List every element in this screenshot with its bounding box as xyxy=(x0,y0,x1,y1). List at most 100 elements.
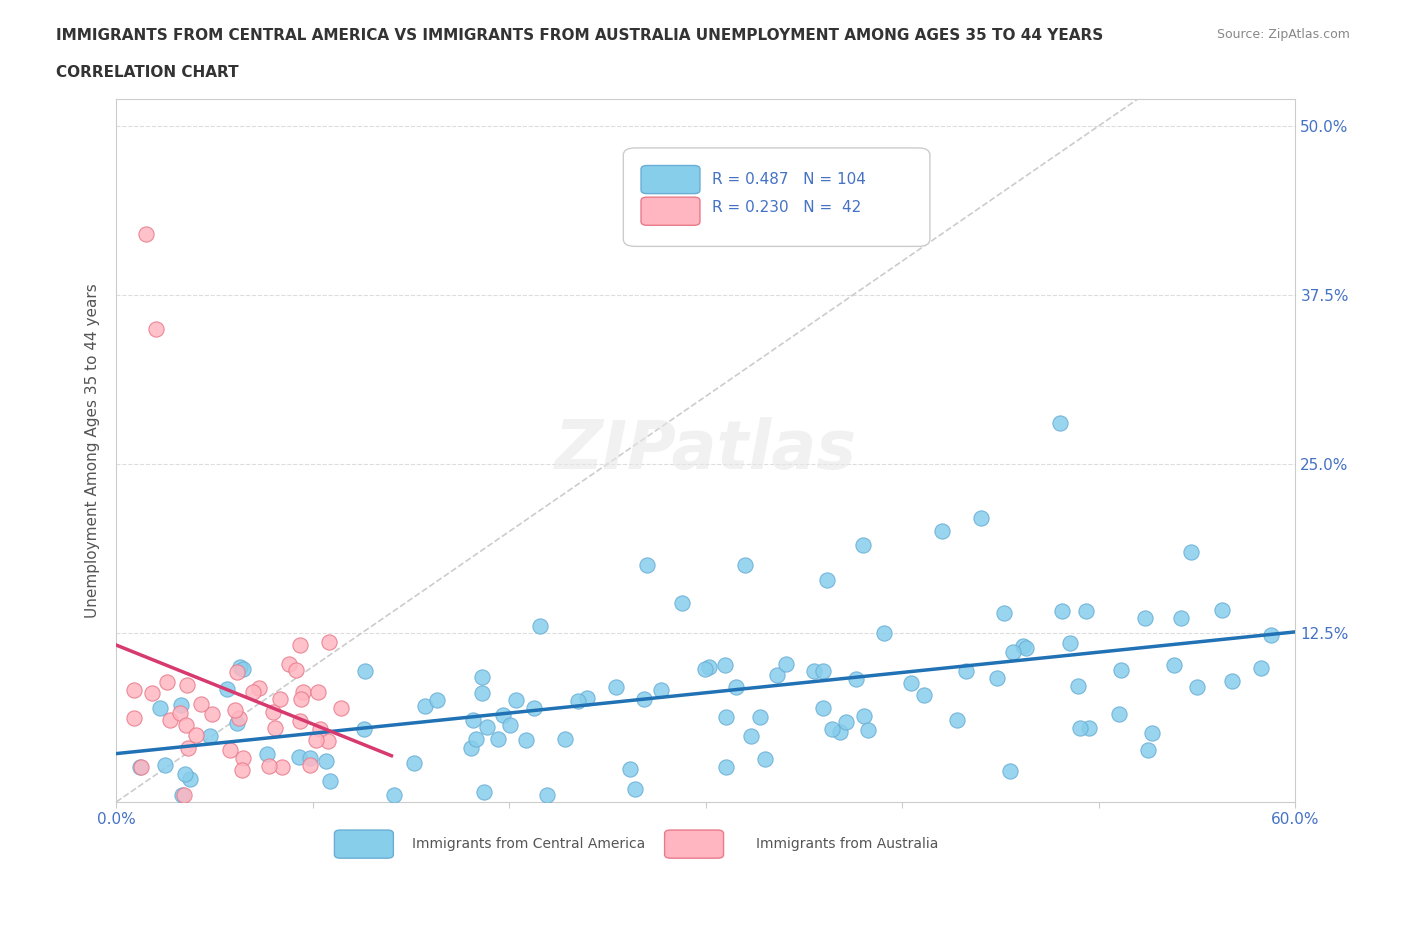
Text: R = 0.487   N = 104: R = 0.487 N = 104 xyxy=(711,172,866,187)
Immigrants from Australia xyxy=(228,711,250,725)
Immigrants from Central America xyxy=(955,663,977,678)
Text: ZIPatlas: ZIPatlas xyxy=(555,418,856,484)
Immigrants from Central America xyxy=(650,683,672,698)
Immigrants from Central America xyxy=(198,728,221,743)
Immigrants from Central America xyxy=(970,511,993,525)
Immigrants from Central America xyxy=(633,691,655,706)
Immigrants from Australia xyxy=(176,678,198,693)
Immigrants from Australia xyxy=(290,692,312,707)
Immigrants from Australia xyxy=(224,703,246,718)
Immigrants from Central America xyxy=(775,657,797,671)
Immigrants from Central America xyxy=(815,572,838,587)
Immigrants from Australia xyxy=(290,713,312,728)
Immigrants from Central America xyxy=(1260,628,1282,643)
Immigrants from Central America xyxy=(515,733,537,748)
Text: CORRELATION CHART: CORRELATION CHART xyxy=(56,65,239,80)
Immigrants from Central America xyxy=(576,691,599,706)
Immigrants from Australia xyxy=(247,681,270,696)
Text: Source: ZipAtlas.com: Source: ZipAtlas.com xyxy=(1216,28,1350,41)
Immigrants from Central America xyxy=(567,694,589,709)
Immigrants from Australia xyxy=(190,697,212,711)
Immigrants from Central America xyxy=(382,788,405,803)
Y-axis label: Unemployment Among Ages 35 to 44 years: Unemployment Among Ages 35 to 44 years xyxy=(86,283,100,618)
Immigrants from Central America xyxy=(174,766,197,781)
Immigrants from Australia xyxy=(231,763,253,777)
Text: IMMIGRANTS FROM CENTRAL AMERICA VS IMMIGRANTS FROM AUSTRALIA UNEMPLOYMENT AMONG : IMMIGRANTS FROM CENTRAL AMERICA VS IMMIG… xyxy=(56,28,1104,43)
Immigrants from Central America xyxy=(1074,604,1097,618)
Immigrants from Central America xyxy=(856,723,879,737)
Immigrants from Australia xyxy=(284,662,307,677)
Immigrants from Central America xyxy=(1077,721,1099,736)
Immigrants from Australia xyxy=(316,734,339,749)
Immigrants from Australia xyxy=(277,657,299,671)
Immigrants from Central America xyxy=(716,710,738,724)
Immigrants from Australia xyxy=(226,665,249,680)
Immigrants from Australia xyxy=(269,692,291,707)
Immigrants from Australia xyxy=(135,227,157,242)
FancyBboxPatch shape xyxy=(641,166,700,193)
Immigrants from Australia xyxy=(201,707,224,722)
Immigrants from Australia xyxy=(263,721,285,736)
Immigrants from Australia xyxy=(131,760,153,775)
Immigrants from Central America xyxy=(499,717,522,732)
FancyBboxPatch shape xyxy=(623,148,929,246)
Immigrants from Central America xyxy=(900,675,922,690)
Immigrants from Australia xyxy=(309,722,332,737)
Immigrants from Central America xyxy=(1250,661,1272,676)
Immigrants from Australia xyxy=(219,742,242,757)
FancyBboxPatch shape xyxy=(641,197,700,225)
Immigrants from Australia xyxy=(257,759,280,774)
Immigrants from Australia xyxy=(292,684,315,699)
Immigrants from Central America xyxy=(931,524,953,538)
Immigrants from Central America xyxy=(835,714,858,729)
Immigrants from Central America xyxy=(803,664,825,679)
Immigrants from Central America xyxy=(170,698,193,713)
Immigrants from Central America xyxy=(554,731,576,746)
FancyBboxPatch shape xyxy=(665,830,724,858)
Immigrants from Australia xyxy=(232,751,254,765)
FancyBboxPatch shape xyxy=(335,830,394,858)
Immigrants from Central America xyxy=(465,732,488,747)
Immigrants from Central America xyxy=(1049,416,1071,431)
Text: Immigrants from Australia: Immigrants from Australia xyxy=(756,837,939,851)
Immigrants from Australia xyxy=(159,712,181,727)
Immigrants from Central America xyxy=(1011,639,1033,654)
Immigrants from Australia xyxy=(186,727,208,742)
Immigrants from Australia xyxy=(174,718,197,733)
Immigrants from Australia xyxy=(173,788,195,803)
Immigrants from Central America xyxy=(740,728,762,743)
Immigrants from Central America xyxy=(811,700,834,715)
Immigrants from Central America xyxy=(697,659,720,674)
Immigrants from Central America xyxy=(845,671,868,686)
Immigrants from Central America xyxy=(724,680,747,695)
Immigrants from Central America xyxy=(754,751,776,766)
Immigrants from Central America xyxy=(1014,641,1036,656)
Immigrants from Australia xyxy=(329,701,352,716)
Immigrants from Central America xyxy=(734,558,756,573)
Immigrants from Central America xyxy=(226,715,249,730)
Immigrants from Central America xyxy=(475,720,498,735)
Immigrants from Central America xyxy=(1180,545,1202,560)
Immigrants from Central America xyxy=(714,760,737,775)
Immigrants from Central America xyxy=(404,755,426,770)
Immigrants from Central America xyxy=(946,712,969,727)
Immigrants from Central America xyxy=(912,687,935,702)
Immigrants from Central America xyxy=(505,693,527,708)
Immigrants from Central America xyxy=(149,701,172,716)
Immigrants from Central America xyxy=(830,724,852,739)
Immigrants from Australia xyxy=(169,706,191,721)
Immigrants from Central America xyxy=(624,781,647,796)
Immigrants from Australia xyxy=(145,321,167,336)
Immigrants from Central America xyxy=(461,712,484,727)
Immigrants from Central America xyxy=(232,661,254,676)
Immigrants from Central America xyxy=(1000,764,1022,778)
Immigrants from Central America xyxy=(315,753,337,768)
Immigrants from Australia xyxy=(299,758,322,773)
Immigrants from Australia xyxy=(155,675,177,690)
Immigrants from Australia xyxy=(176,740,198,755)
Immigrants from Central America xyxy=(853,709,876,724)
Immigrants from Central America xyxy=(748,710,770,724)
Immigrants from Australia xyxy=(307,684,329,699)
Immigrants from Central America xyxy=(217,681,239,696)
Immigrants from Central America xyxy=(1220,674,1243,689)
